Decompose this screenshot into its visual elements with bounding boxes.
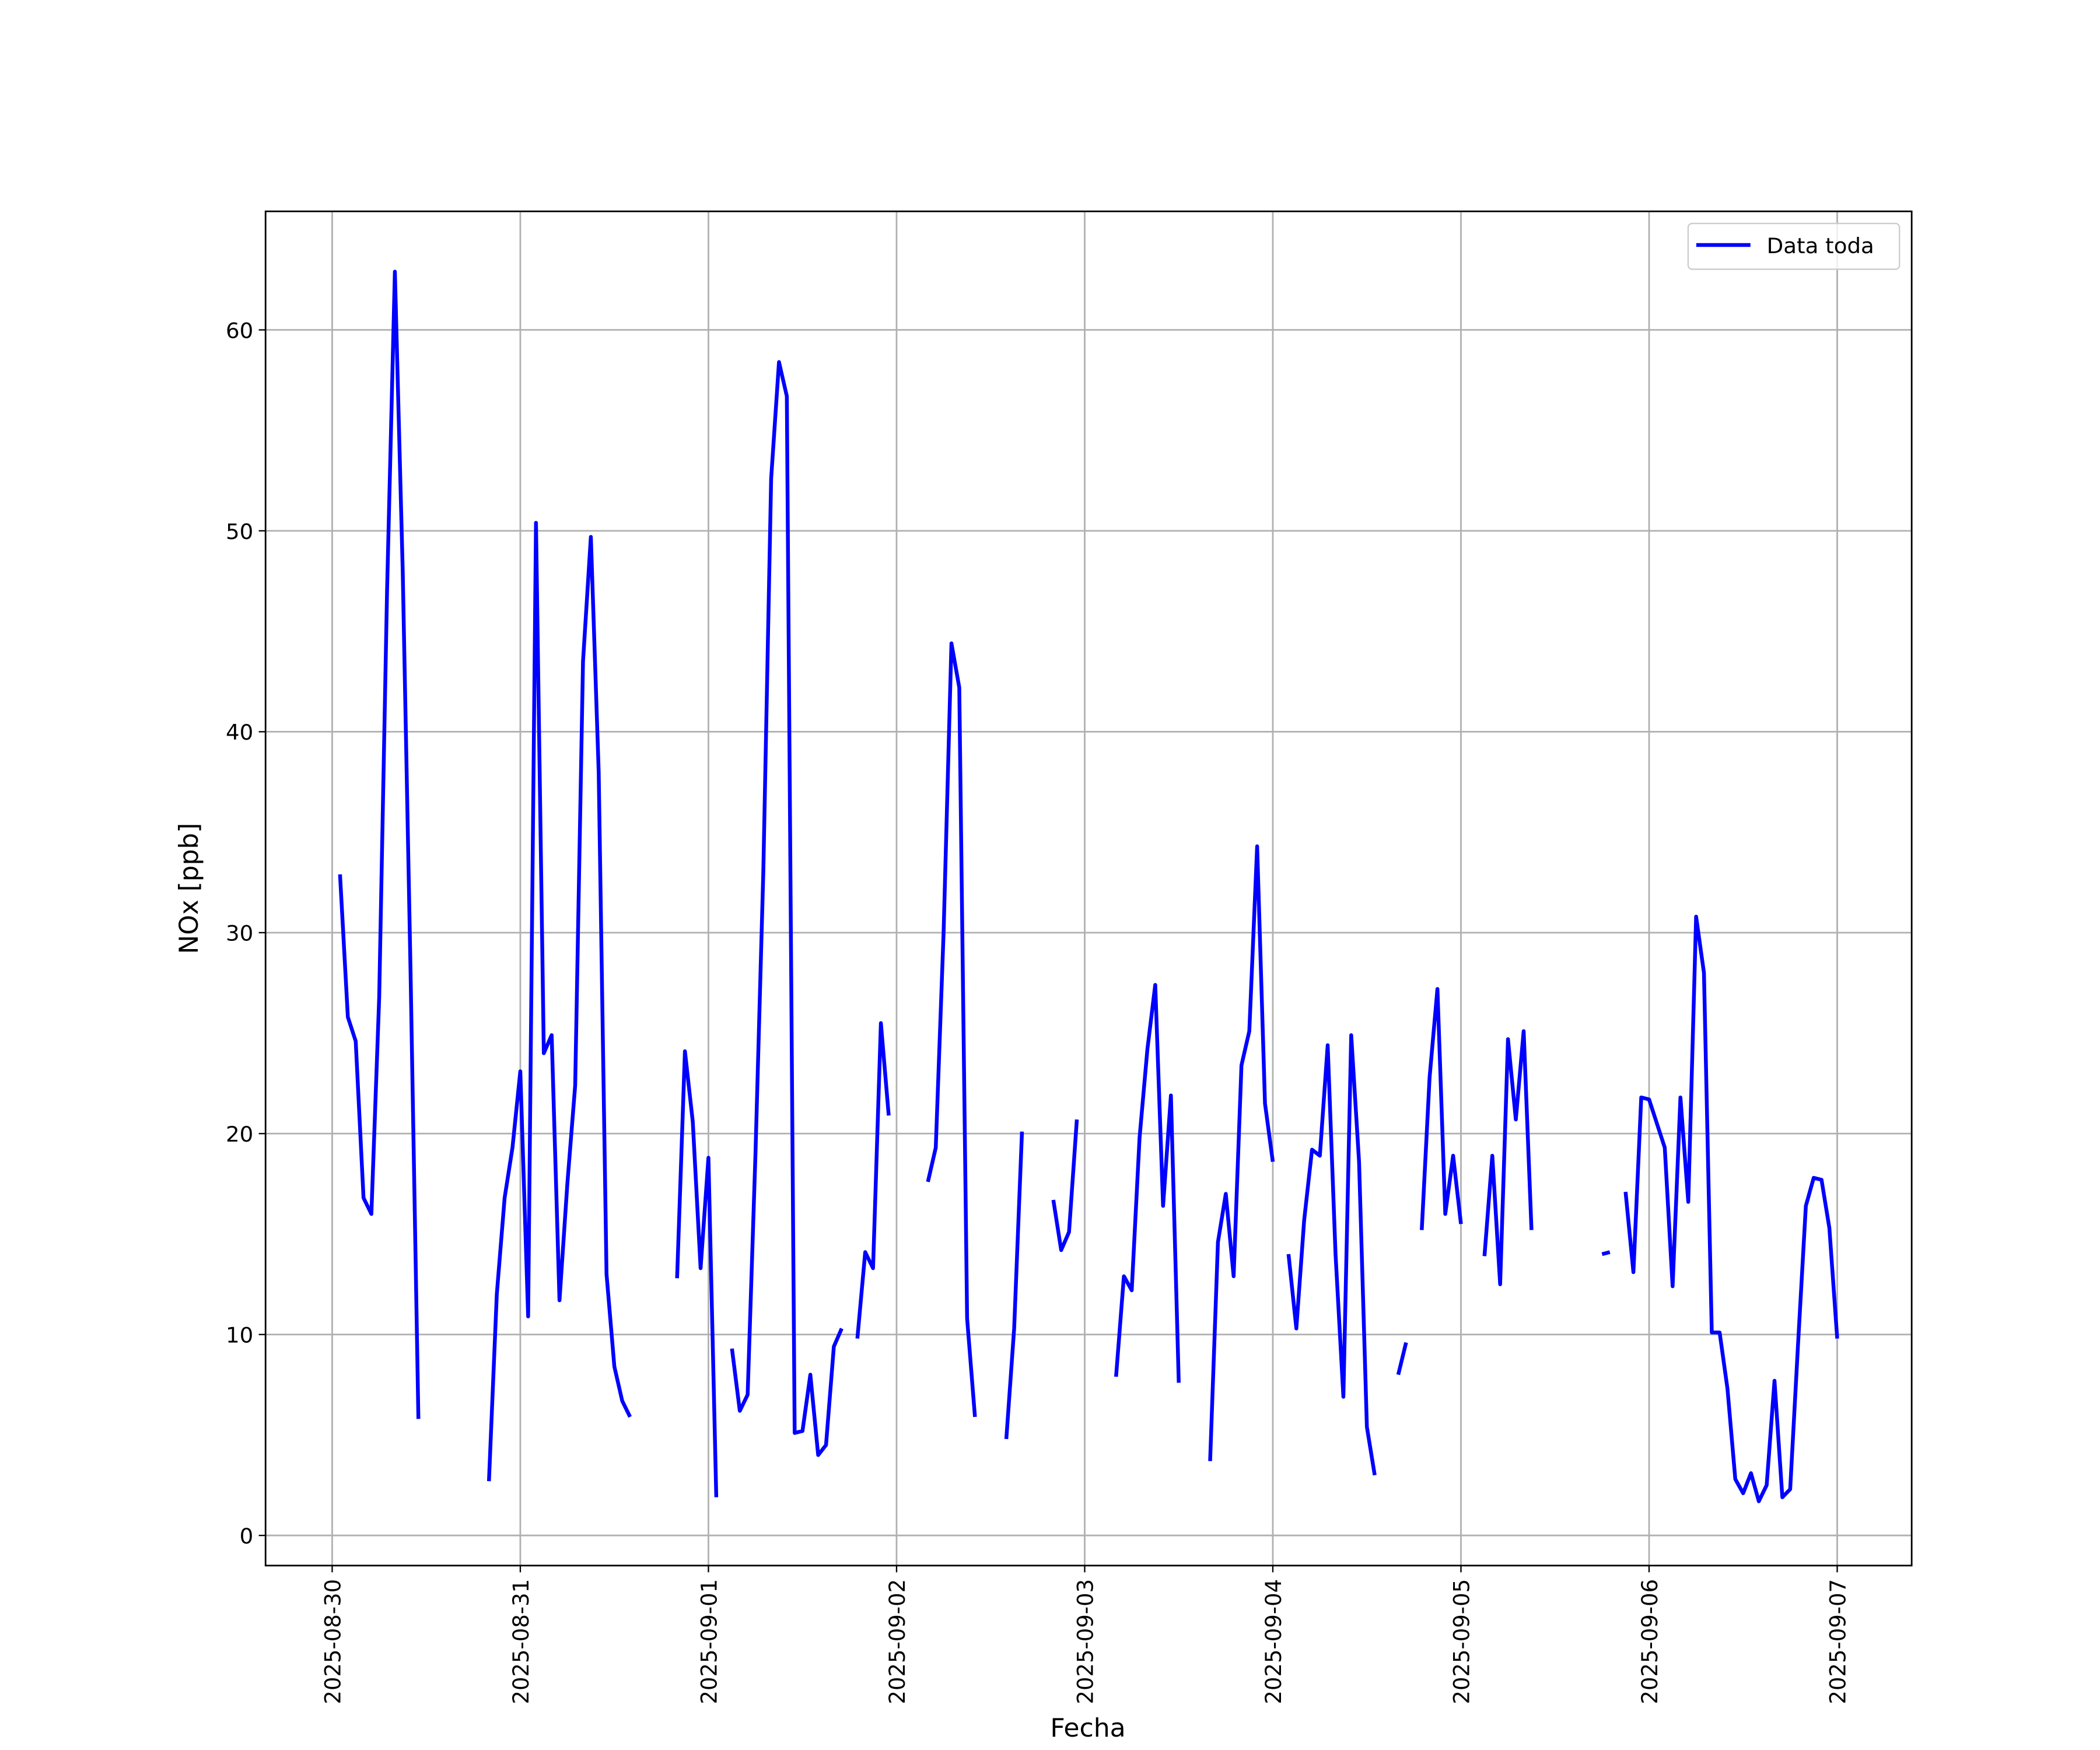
x-tick-label: 2025-09-07 bbox=[1825, 1579, 1850, 1704]
x-tick-label: 2025-09-05 bbox=[1449, 1579, 1474, 1704]
x-tick-label: 2025-09-04 bbox=[1261, 1579, 1286, 1704]
y-tick-label: 10 bbox=[226, 1323, 253, 1348]
x-tick-label: 2025-09-02 bbox=[885, 1579, 910, 1704]
x-tick-label: 2025-08-30 bbox=[320, 1579, 345, 1704]
x-axis-label: Fecha bbox=[1050, 1713, 1125, 1743]
y-tick-label: 20 bbox=[226, 1122, 253, 1147]
x-tick-label: 2025-09-03 bbox=[1073, 1579, 1098, 1704]
y-tick-label: 50 bbox=[226, 519, 253, 544]
plot-frame bbox=[264, 210, 1913, 1567]
x-tick-label: 2025-08-31 bbox=[509, 1579, 534, 1704]
y-tick-label: 40 bbox=[226, 720, 253, 745]
y-tick-label: 0 bbox=[240, 1524, 254, 1549]
y-tick-label: 60 bbox=[226, 318, 253, 343]
y-tick-label: 30 bbox=[226, 921, 253, 946]
data-line bbox=[338, 270, 1839, 1503]
x-tick-label: 2025-09-06 bbox=[1637, 1579, 1662, 1704]
y-axis-label: NOx [ppb] bbox=[174, 823, 204, 954]
legend-label: Data toda bbox=[1767, 233, 1874, 258]
legend-box bbox=[1687, 222, 1901, 270]
x-tick-label: 2025-09-01 bbox=[696, 1579, 722, 1704]
